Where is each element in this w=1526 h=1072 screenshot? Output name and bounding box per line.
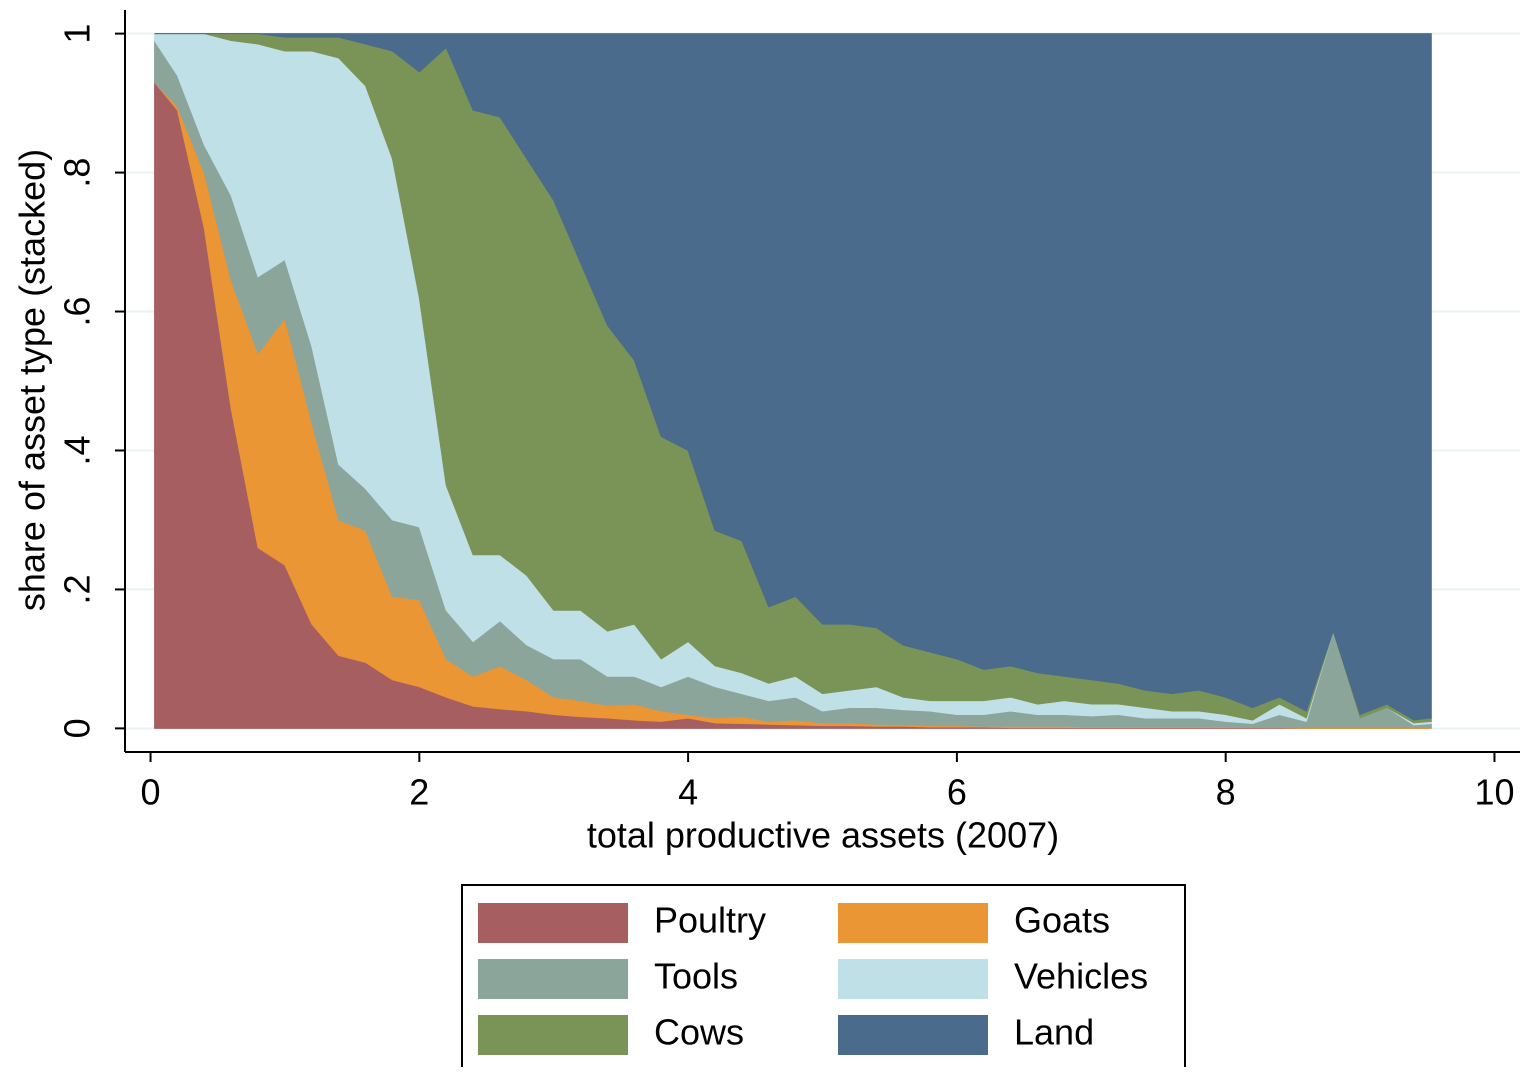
- x-tick-label: 4: [678, 772, 698, 813]
- x-tick-label: 6: [947, 772, 967, 813]
- legend: Poultry Goats Tools Vehicles Cows Land: [478, 900, 1148, 1055]
- y-tick-label: 0: [57, 718, 98, 738]
- legend-swatch: [838, 1015, 988, 1055]
- x-tick-label: 8: [1216, 772, 1236, 813]
- y-tick-label: .6: [57, 297, 98, 327]
- legend-swatch: [838, 903, 988, 943]
- areas: [154, 33, 1432, 729]
- area: [154, 33, 1432, 721]
- legend-swatch: [478, 959, 628, 999]
- x-tick-label: 0: [141, 772, 161, 813]
- legend-label: Goats: [1014, 900, 1110, 941]
- legend-label: Vehicles: [1014, 956, 1148, 997]
- legend-swatch: [478, 1015, 628, 1055]
- legend-label: Poultry: [654, 900, 766, 941]
- legend-swatch: [478, 903, 628, 943]
- legend-label: Tools: [654, 956, 738, 997]
- y-tick-label: .2: [57, 574, 98, 604]
- legend-label: Land: [1014, 1012, 1094, 1053]
- legend-label: Cows: [654, 1012, 744, 1053]
- x-tick-label: 10: [1474, 772, 1514, 813]
- x-tick-label: 2: [409, 772, 429, 813]
- y-tick-label: .8: [57, 158, 98, 188]
- axes: 0.2.4.6.810 2 4 6 8 10: [57, 10, 1520, 813]
- y-tick-label: .4: [57, 435, 98, 465]
- x-axis-title: total productive assets (2007): [587, 815, 1059, 856]
- y-axis-title: share of asset type (stacked): [12, 149, 53, 611]
- y-tick-label: 1: [57, 24, 98, 44]
- legend-swatch: [838, 959, 988, 999]
